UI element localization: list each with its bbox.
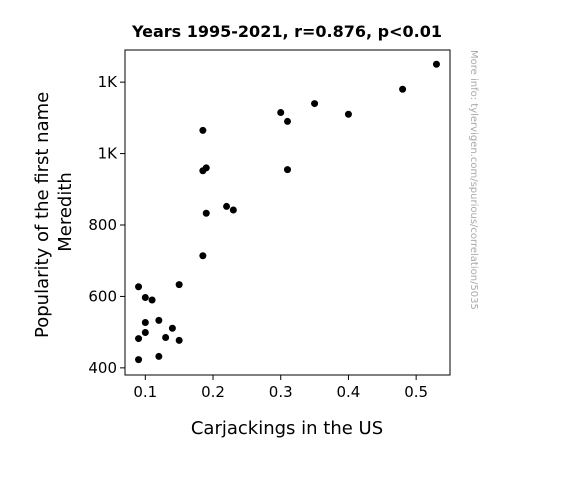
data-point <box>399 85 407 93</box>
data-point <box>168 324 176 332</box>
data-point <box>284 117 291 125</box>
data-point <box>148 296 156 304</box>
y-tick-label: 600 <box>88 287 117 305</box>
y-tick-label: 400 <box>88 359 117 377</box>
data-point <box>199 126 207 134</box>
data-point <box>175 281 183 289</box>
x-tick-label: 0.3 <box>269 383 293 401</box>
x-axis-ticks: 0.1 0.2 0.3 0.4 0.5 <box>133 375 428 401</box>
y-axis-label-line-1: Popularity of the first name <box>32 92 53 338</box>
watermark-text: More info: tylervigen.com/spurious/corre… <box>468 50 479 310</box>
data-point <box>277 109 285 116</box>
y-tick-label: 800 <box>88 216 117 234</box>
data-point <box>311 100 319 108</box>
y-axis-label: Popularity of the first name Meredith <box>32 86 76 338</box>
data-point <box>344 110 352 118</box>
plot-area <box>124 49 451 376</box>
data-point <box>223 202 231 210</box>
x-tick-label: 0.5 <box>404 383 428 401</box>
data-point <box>141 319 149 326</box>
data-point <box>199 252 207 260</box>
data-point <box>432 60 440 68</box>
x-axis-label: Carjackings in the US <box>191 418 383 439</box>
chart-title: Years 1995-2021, r=0.876, p<0.01 <box>131 22 442 41</box>
data-point <box>175 336 183 344</box>
data-point <box>229 206 237 214</box>
y-axis-ticks: 400 600 800 1K 1K <box>88 73 125 377</box>
data-point <box>155 316 163 324</box>
x-tick-label: 0.4 <box>337 383 361 401</box>
data-point <box>135 356 143 364</box>
x-tick-label: 0.2 <box>201 383 225 401</box>
data-point <box>155 352 163 360</box>
data-point <box>141 329 149 336</box>
y-axis-label-line-2: Meredith <box>55 172 76 252</box>
y-tick-label: 1K <box>98 73 119 91</box>
data-point <box>162 334 170 341</box>
data-point <box>202 209 210 217</box>
data-point <box>135 283 143 291</box>
data-points <box>135 60 440 364</box>
y-tick-label: 1K <box>98 145 119 163</box>
data-point <box>141 294 149 301</box>
data-point <box>135 335 143 343</box>
data-point <box>284 166 291 174</box>
x-tick-label: 0.1 <box>133 383 157 401</box>
data-point <box>199 167 207 175</box>
